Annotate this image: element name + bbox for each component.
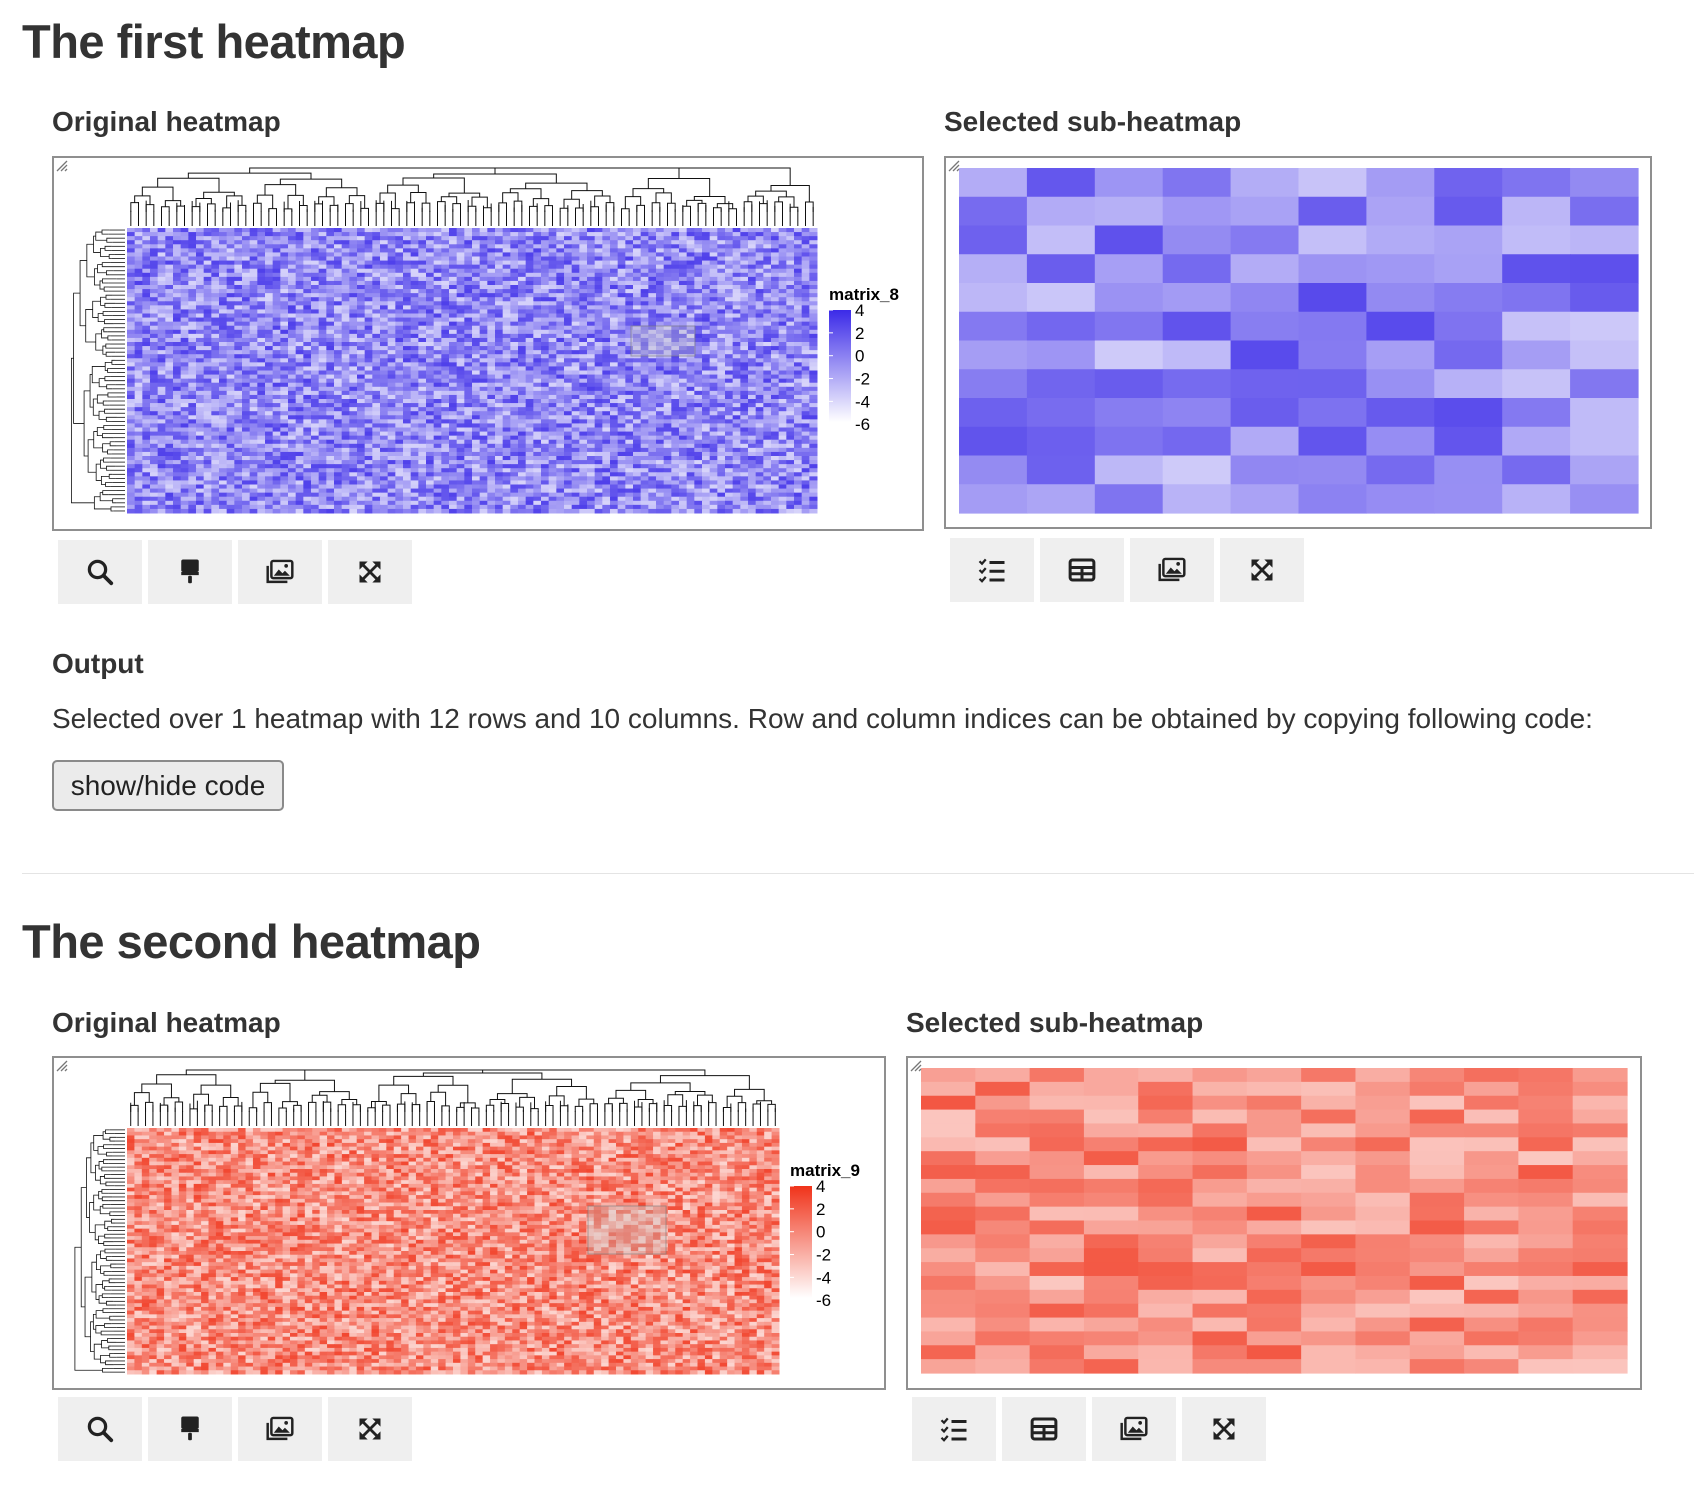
sub-heatmap-toolbar-2 — [912, 1397, 1266, 1461]
legend-tick-label: 0 — [816, 1223, 825, 1242]
sub-heatmap-canvas-1 — [959, 168, 1639, 514]
image-button[interactable] — [1130, 538, 1214, 602]
selection-brush[interactable] — [587, 1205, 667, 1255]
resize-handle-icon[interactable] — [908, 1058, 922, 1072]
search-button[interactable] — [58, 540, 142, 604]
heatmap-canvas-2[interactable]: matrix_9 4 2 0 -2 -4 -6 — [54, 1058, 884, 1388]
sub-heatmap-label-1: Selected sub-heatmap — [944, 106, 1242, 137]
legend-tick-label: -2 — [855, 370, 870, 389]
heatmap-body[interactable] — [127, 228, 818, 514]
original-heatmap-label-2: Original heatmap — [52, 1007, 281, 1038]
sub-heatmap-toolbar-1 — [950, 538, 1304, 602]
legend-tick-label: -4 — [816, 1268, 831, 1287]
image-button[interactable] — [238, 540, 322, 604]
original-heatmap-toolbar-2 — [58, 1397, 412, 1461]
table-button[interactable] — [1040, 538, 1124, 602]
image-button[interactable] — [238, 1397, 322, 1461]
list-icon — [977, 555, 1007, 585]
expand-icon — [356, 1415, 384, 1443]
heatmap-canvas-1[interactable]: matrix_8 4 2 0 -2 -4 -6 — [54, 158, 922, 529]
legend-tick-label: 2 — [816, 1200, 825, 1219]
sub-heatmap-2[interactable] — [906, 1056, 1642, 1390]
resize-handle-icon[interactable] — [54, 1058, 68, 1072]
legend-tick-label: 4 — [816, 1177, 825, 1196]
sub-heatmap-canvas-2 — [921, 1068, 1628, 1374]
image-icon — [264, 557, 296, 587]
expand-icon — [1248, 556, 1276, 584]
original-heatmap-2[interactable]: matrix_9 4 2 0 -2 -4 -6 — [52, 1056, 886, 1390]
color-legend: 4 2 0 -2 -4 -6 — [829, 301, 870, 434]
expand-button[interactable] — [328, 540, 412, 604]
original-heatmap-toolbar-1 — [58, 540, 412, 604]
table-icon — [1029, 1414, 1059, 1444]
list-icon — [939, 1414, 969, 1444]
image-icon — [1156, 555, 1188, 585]
sub-heatmap-1[interactable] — [944, 156, 1652, 529]
resize-handle-icon[interactable] — [946, 158, 960, 172]
original-heatmap-1[interactable]: matrix_8 4 2 0 -2 -4 -6 — [52, 156, 924, 531]
legend-tick-label: -6 — [855, 415, 870, 434]
sub-heatmap-label-2: Selected sub-heatmap — [906, 1007, 1204, 1038]
legend-tick-label: -6 — [816, 1291, 831, 1310]
section-divider — [22, 873, 1694, 874]
column-dendrogram — [130, 167, 814, 226]
brush-button[interactable] — [148, 1397, 232, 1461]
image-button[interactable] — [1092, 1397, 1176, 1461]
output-label: Output — [52, 648, 144, 679]
row-dendrogram — [74, 1129, 125, 1373]
original-heatmap-label-1: Original heatmap — [52, 106, 281, 137]
legend-tick-label: -2 — [816, 1246, 831, 1265]
search-icon — [85, 1414, 115, 1444]
brush-button[interactable] — [148, 540, 232, 604]
resize-handle-icon[interactable] — [54, 158, 68, 172]
row-dendrogram — [71, 229, 125, 512]
column-dendrogram — [130, 1069, 776, 1126]
image-icon — [264, 1414, 296, 1444]
table-icon — [1067, 555, 1097, 585]
table-button[interactable] — [1002, 1397, 1086, 1461]
legend-tick-label: 0 — [855, 347, 864, 366]
expand-button[interactable] — [328, 1397, 412, 1461]
expand-button[interactable] — [1220, 538, 1304, 602]
expand-icon — [1210, 1415, 1238, 1443]
heatmap-body[interactable] — [127, 1128, 780, 1375]
selection-brush[interactable] — [630, 325, 696, 357]
list-button[interactable] — [950, 538, 1034, 602]
page-title-first-heatmap: The first heatmap — [22, 15, 406, 68]
legend-title: matrix_9 — [790, 1161, 860, 1180]
page-title-second-heatmap: The second heatmap — [22, 915, 481, 968]
show-hide-code-button[interactable]: show/hide code — [52, 760, 284, 811]
list-button[interactable] — [912, 1397, 996, 1461]
legend-tick-label: 4 — [855, 301, 864, 320]
expand-button[interactable] — [1182, 1397, 1266, 1461]
brush-icon — [175, 557, 205, 587]
brush-icon — [175, 1414, 205, 1444]
search-button[interactable] — [58, 1397, 142, 1461]
legend-tick-label: -4 — [855, 392, 870, 411]
legend-tick-label: 2 — [855, 324, 864, 343]
output-text: Selected over 1 heatmap with 12 rows and… — [52, 703, 1593, 734]
search-icon — [85, 557, 115, 587]
legend-title: matrix_8 — [829, 285, 899, 304]
expand-icon — [356, 558, 384, 586]
color-legend: 4 2 0 -2 -4 -6 — [790, 1177, 831, 1310]
image-icon — [1118, 1414, 1150, 1444]
